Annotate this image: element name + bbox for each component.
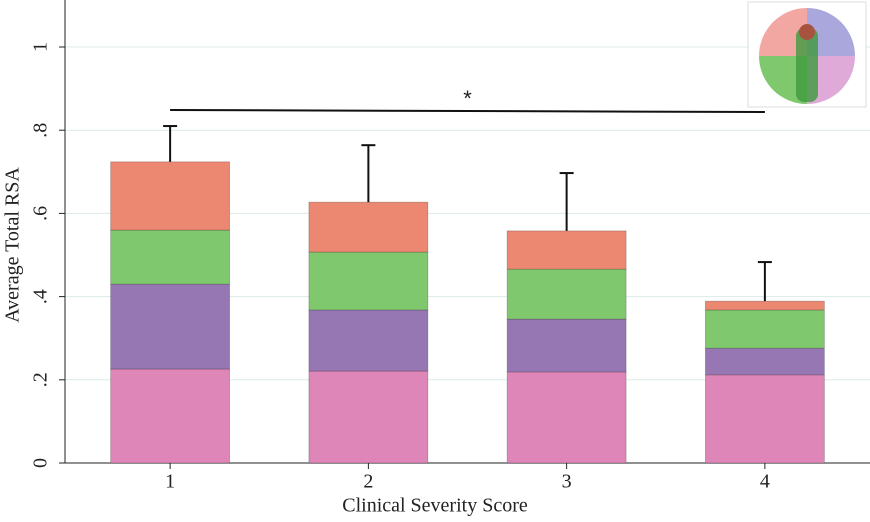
bar-segment — [308, 201, 429, 253]
inset-quadrant — [807, 56, 855, 104]
inset-figure — [747, 1, 867, 108]
y-tick-label: .2 — [30, 372, 52, 387]
bar-segment — [308, 309, 429, 372]
y-tick-label: 1 — [30, 42, 52, 52]
x-tick-label: 1 — [165, 471, 175, 493]
significance-line — [170, 109, 765, 113]
bar-segment — [110, 368, 230, 464]
bar-segment — [705, 300, 825, 311]
bar-segment — [506, 318, 627, 373]
x-tick-label: 2 — [363, 471, 373, 493]
significance-mark: * — [463, 86, 472, 111]
bar-segment — [110, 161, 230, 231]
inset-quadrant — [759, 56, 807, 104]
bar-segment — [506, 268, 627, 320]
bar-segment — [110, 229, 230, 285]
inset-head — [799, 24, 815, 40]
bar-segment — [705, 347, 825, 376]
y-tick-label: .8 — [30, 123, 52, 138]
bar-segment — [506, 371, 627, 464]
x-axis-label: Clinical Severity Score — [342, 495, 528, 517]
x-tick-label: 4 — [760, 471, 770, 493]
bar-segment — [308, 251, 429, 311]
inset-quadrant — [759, 8, 807, 56]
inset-quadrant — [807, 8, 855, 56]
bar-segment — [705, 309, 825, 349]
y-tick-label: .4 — [30, 289, 52, 304]
bar-segment — [506, 230, 627, 270]
bar-segment — [308, 370, 429, 464]
bar-segment — [110, 283, 230, 370]
bar-segment — [705, 374, 825, 464]
x-tick-label: 3 — [562, 471, 572, 493]
y-tick-label: .6 — [30, 206, 52, 221]
y-tick-label: 0 — [30, 458, 52, 468]
y-axis-label: Average Total RSA — [2, 167, 24, 323]
inset-body — [796, 28, 818, 102]
